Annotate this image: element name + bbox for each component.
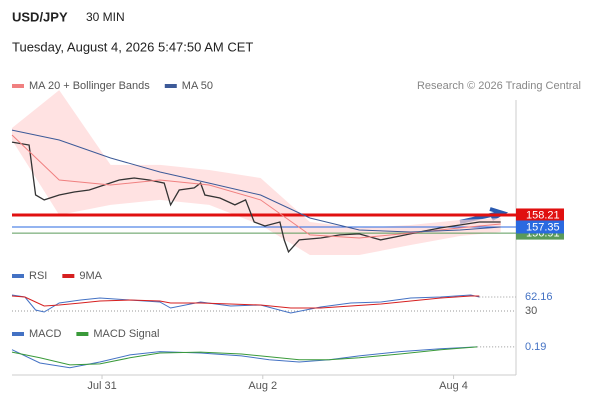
series-line (11, 346, 478, 366)
legend-swatch (62, 274, 75, 278)
legend-label: MA 20 + Bollinger Bands (29, 80, 150, 92)
legend-swatch (164, 84, 177, 88)
x-tick-label: Aug 4 (439, 380, 468, 392)
y-tick-label: 30 (525, 305, 537, 317)
legend-swatch (12, 332, 24, 336)
bollinger-band (12, 90, 501, 255)
interval: 30 MIN (86, 10, 125, 24)
legend-swatch (12, 84, 24, 88)
series-line (11, 294, 480, 314)
level-label: 158.21 (526, 209, 560, 221)
level-box (516, 208, 564, 222)
price-line (11, 141, 501, 254)
legend-label: MA 50 (182, 80, 213, 92)
legend-label: RSI (29, 270, 47, 282)
datetime: Tuesday, August 4, 2026 5:47:50 AM CET (12, 39, 253, 54)
level-box (516, 220, 564, 234)
legend-swatch (76, 332, 89, 336)
level-label: 157.35 (526, 221, 560, 233)
x-tick-label: Jul 31 (87, 380, 116, 392)
legend-label: MACD (29, 328, 61, 340)
series-line (11, 129, 501, 233)
last-value-label: 62.16 (525, 291, 553, 303)
legend-label: MACD Signal (93, 328, 159, 340)
credit: Research © 2026 Trading Central (417, 80, 581, 92)
series-line (11, 346, 478, 369)
symbol: USD/JPY (12, 9, 68, 24)
legend-swatch (12, 274, 24, 278)
series-line (11, 295, 480, 309)
x-tick-label: Aug 2 (248, 380, 277, 392)
legend-label: 9MA (79, 270, 102, 282)
last-value-label: 0.19 (525, 341, 546, 353)
